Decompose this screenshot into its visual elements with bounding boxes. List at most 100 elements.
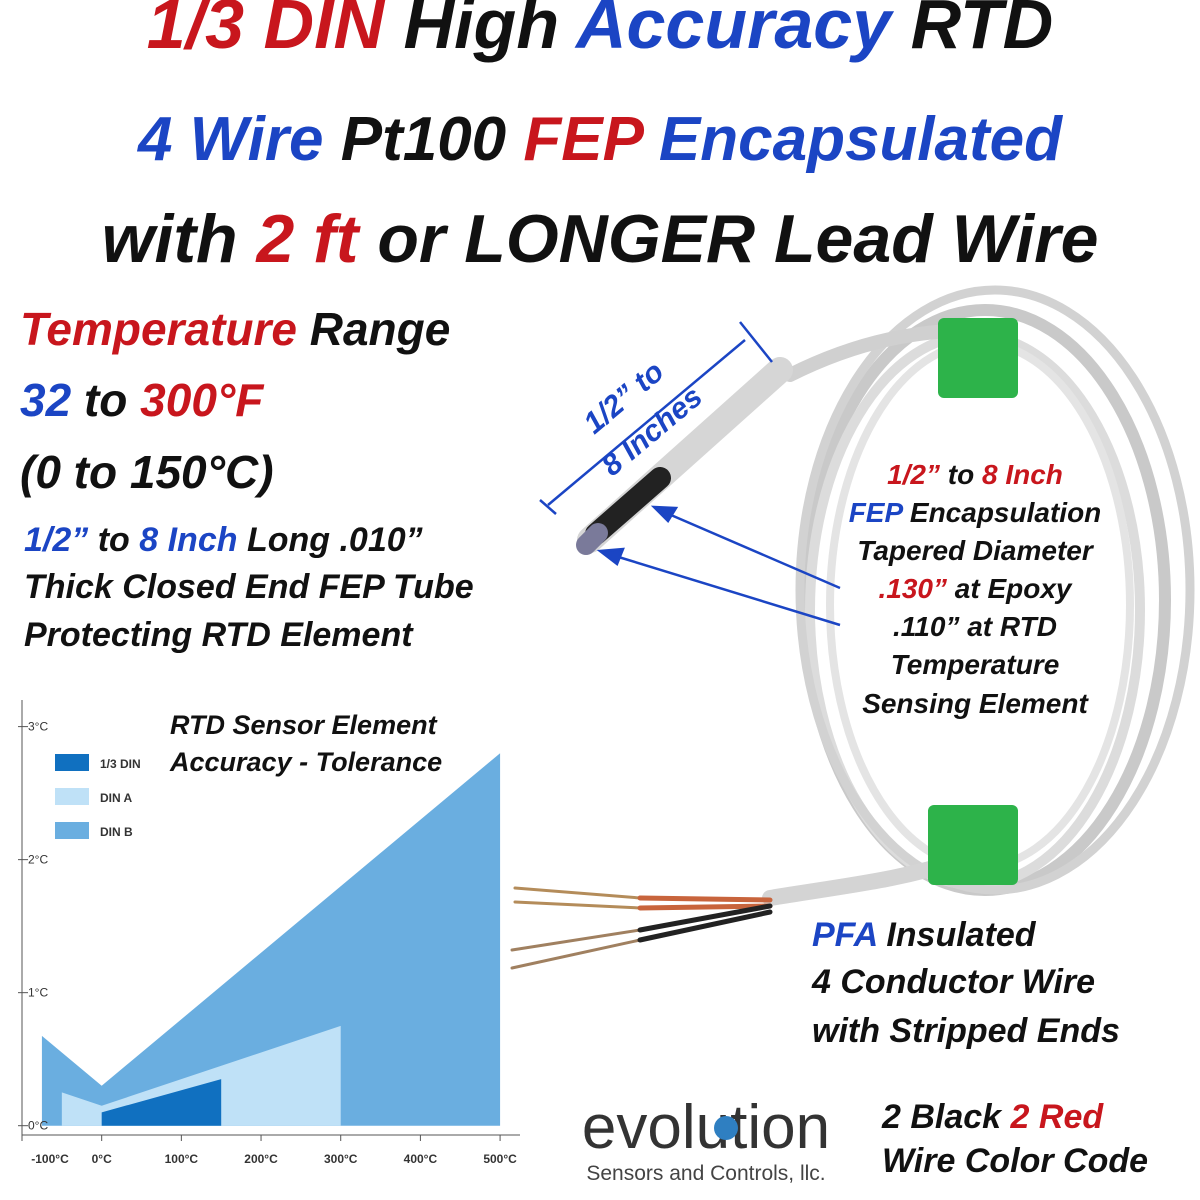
legend-label: 1/3 DIN	[100, 757, 141, 771]
text-run: High	[384, 0, 576, 63]
text-run: Tapered Diameter	[857, 535, 1095, 566]
text-line: PFA Insulated	[812, 916, 1037, 954]
logo-globe	[714, 1116, 738, 1140]
text-run: 4 Conductor Wire	[811, 963, 1095, 1001]
text-run: Long .010”	[238, 521, 423, 559]
text-run: at Epoxy	[947, 573, 1073, 604]
text-run: with	[102, 201, 257, 277]
text-run: or LONGER Lead Wire	[358, 201, 1098, 277]
text-line: Wire Color Code	[882, 1142, 1148, 1180]
text-run: Pt100	[323, 105, 523, 174]
text-run: Insulated	[877, 916, 1037, 954]
text-run: .110” at RTD	[893, 611, 1057, 642]
text-line: Protecting RTD Element	[24, 616, 414, 654]
text-run: (0 to 150°C)	[20, 446, 274, 498]
text-line: 1/2” to 8 Inch	[887, 459, 1063, 490]
text-layer: 1/3 DIN High Accuracy RTD 4 Wire Pt100 FE…	[20, 0, 1148, 1185]
text-run: FEP	[523, 105, 644, 174]
text-run: Wire Color Code	[882, 1142, 1148, 1180]
text-line: (0 to 150°C)	[20, 446, 274, 498]
text-run: FEP	[849, 497, 904, 528]
wire-note: PFA Insulated 4 Conductor Wire with Stripp…	[811, 916, 1120, 1050]
area	[61, 1025, 341, 1126]
y-tick-label: 3°C	[28, 720, 48, 734]
text-line: 32 to 300°F	[20, 374, 265, 426]
text-line: .110” at RTD	[893, 611, 1057, 642]
text-line: with 2 ft or LONGER Lead Wire	[102, 201, 1099, 277]
text-line: Temperature Range	[20, 303, 450, 355]
text-line: 1/3 DIN High Accuracy RTD	[147, 0, 1053, 63]
text-run: Thick Closed End FEP Tube	[24, 568, 474, 606]
text-run: 1/2”	[24, 521, 88, 559]
text-run: 2 ft	[254, 201, 360, 277]
cable-photo	[510, 285, 1195, 970]
tube-description: 1/2” to 8 Inch Long .010” Thick Closed En…	[24, 521, 474, 654]
text-run: 2 Red	[1010, 1098, 1105, 1136]
text-line: Sensing Element	[862, 688, 1089, 719]
area	[41, 753, 501, 1126]
text-run: Temperature	[20, 303, 297, 355]
text-run: Accuracy	[574, 0, 894, 63]
chart-title: RTD Sensor Element	[170, 710, 438, 740]
legend-label: DIN A	[100, 791, 133, 805]
encapsulation-note: 1/2” to 8 Inch FEP Encapsulation Tapered D…	[849, 459, 1102, 719]
text-run: Sensing Element	[862, 688, 1089, 719]
text-run: 300°F	[140, 374, 265, 426]
text-run: Encapsulation	[902, 497, 1101, 528]
x-tick-label: 0°C	[92, 1152, 112, 1166]
text-line: Tapered Diameter	[857, 535, 1095, 566]
y-tick-label: 1°C	[28, 986, 48, 1000]
legend-swatch	[55, 822, 89, 839]
text-run: Range	[297, 303, 450, 355]
text-line: 2 Black 2 Red	[881, 1098, 1104, 1136]
legend-swatch	[55, 788, 89, 805]
logo-name: evolution	[582, 1093, 830, 1162]
area	[101, 1079, 222, 1126]
text-line: 4 Wire Pt100 FEP Encapsulated	[136, 105, 1063, 174]
chart-title: Accuracy - Tolerance	[169, 747, 442, 777]
temperature-range: Temperature Range 32 to 300°F (0 to 150°C)	[20, 303, 450, 498]
text-run: 2 Black	[881, 1098, 1011, 1136]
text-run: 8 Inch	[139, 521, 237, 559]
text-run: to	[71, 374, 140, 426]
text-run: to	[940, 459, 982, 490]
text-run: 4 Wire	[136, 105, 324, 174]
text-run: 32	[20, 374, 72, 426]
y-tick-label: 2°C	[28, 853, 48, 867]
text-run: Encapsulated	[642, 105, 1063, 174]
legend-swatch	[55, 754, 89, 771]
x-tick-label: 100°C	[165, 1152, 199, 1166]
text-run: PFA	[812, 916, 877, 954]
text-run: 8 Inch	[982, 459, 1063, 490]
text-line: FEP Encapsulation	[849, 497, 1102, 528]
x-tick-label: 500°C	[483, 1152, 517, 1166]
x-tick-label: 200°C	[244, 1152, 278, 1166]
text-line: Temperature	[891, 649, 1060, 680]
text-line: 1/2” to 8 Inch Long .010”	[24, 521, 423, 559]
headline: 1/3 DIN High Accuracy RTD 4 Wire Pt100 FE…	[102, 0, 1099, 277]
text-line: 4 Conductor Wire	[811, 963, 1095, 1001]
text-run: to	[88, 521, 139, 559]
dimension-arrows	[539, 321, 841, 627]
text-run: Temperature	[891, 649, 1060, 680]
color-code: 2 Black 2 Red Wire Color Code	[881, 1098, 1148, 1180]
text-run: 1/3 DIN	[147, 0, 386, 63]
logo-tagline: Sensors and Controls, llc.	[586, 1162, 825, 1185]
text-run: Protecting RTD Element	[24, 616, 414, 654]
x-tick-label: 300°C	[324, 1152, 358, 1166]
text-run: RTD	[891, 0, 1053, 63]
x-tick-label: 400°C	[404, 1152, 438, 1166]
text-line: .130” at Epoxy	[879, 573, 1073, 604]
legend-label: DIN B	[100, 825, 133, 839]
tolerance-chart: 0°C 1°C 2°C 3°C -100°C 0°C 100°C 200°C 300°C 400°…	[18, 700, 520, 1166]
text-run: 1/2”	[887, 459, 940, 490]
text-line: Thick Closed End FEP Tube	[24, 568, 474, 606]
text-run: with Stripped Ends	[812, 1012, 1120, 1050]
y-tick-label: 0°C	[28, 1119, 48, 1133]
text-run: .130”	[879, 573, 948, 604]
x-tick-label: -100°C	[31, 1152, 69, 1166]
text-line: with Stripped Ends	[812, 1012, 1120, 1050]
